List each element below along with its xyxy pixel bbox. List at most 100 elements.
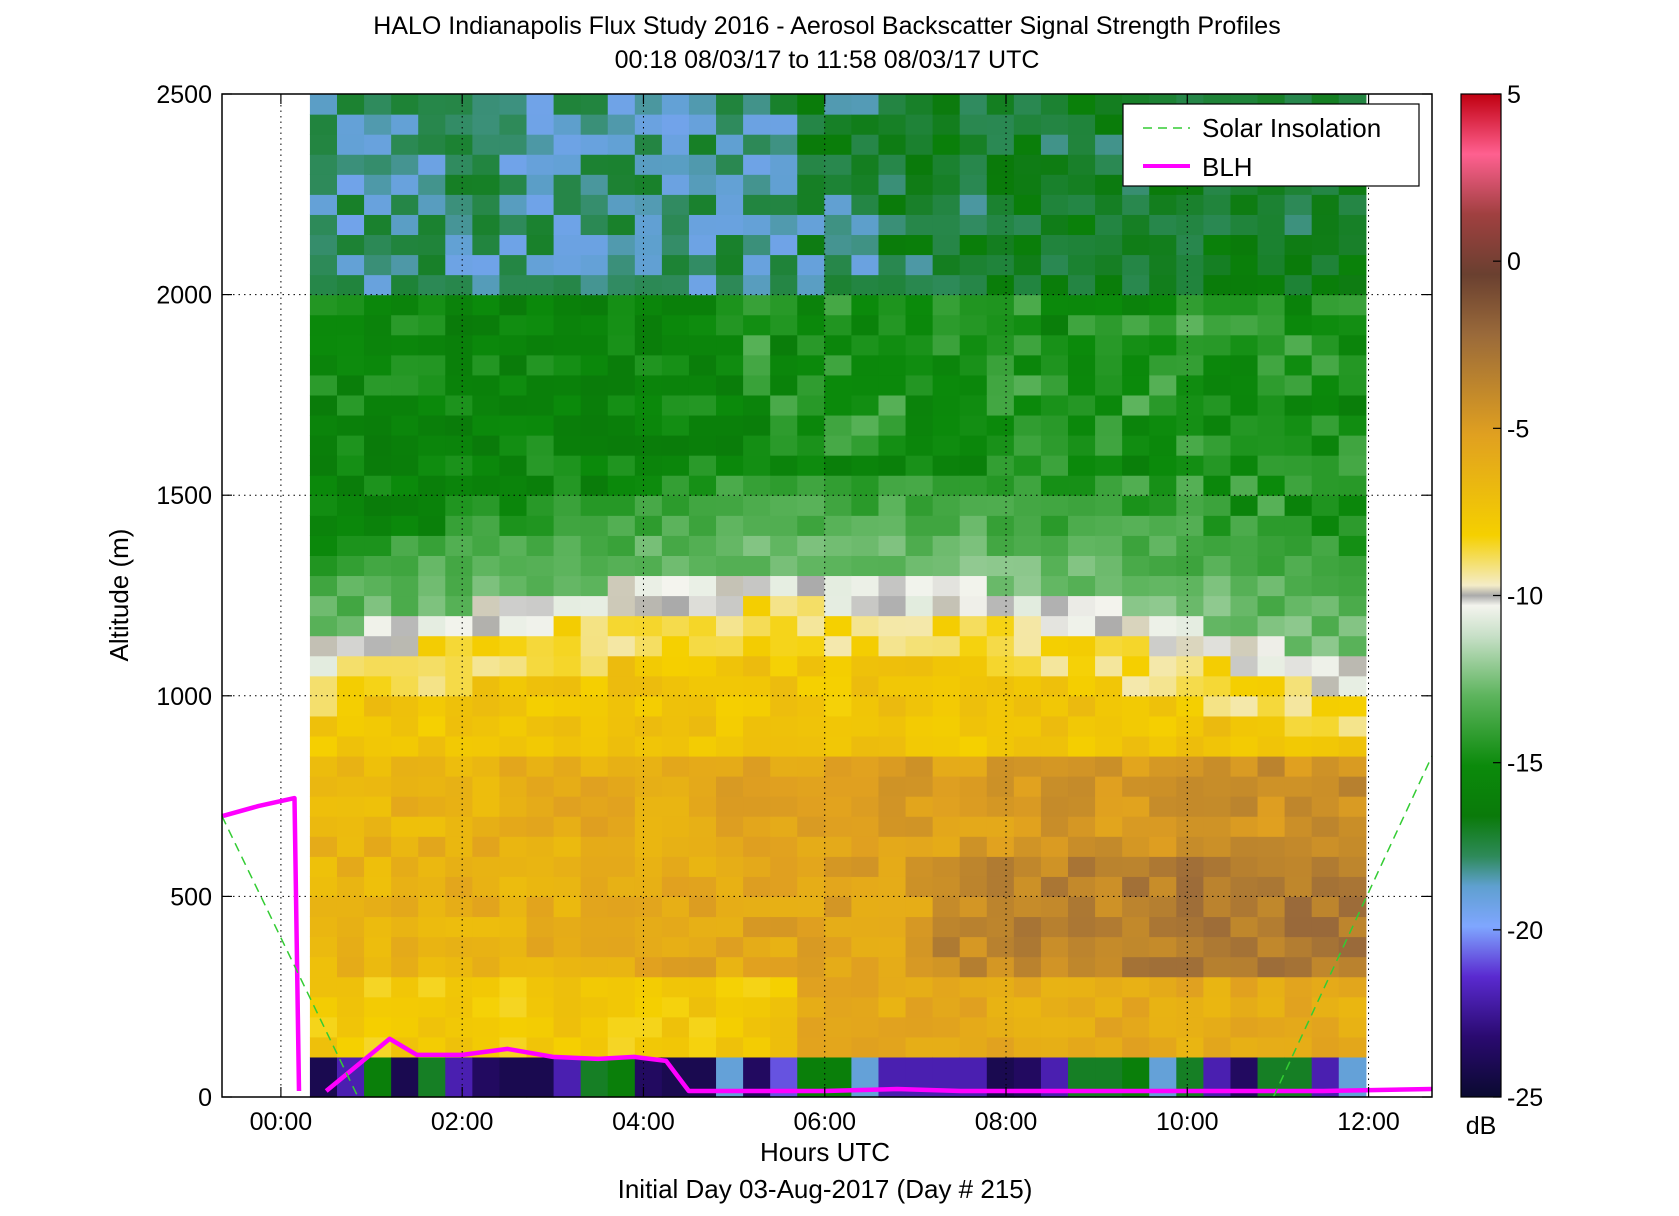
heatmap-cell (1257, 234, 1286, 256)
heatmap-cell (309, 214, 338, 236)
heatmap-cell (499, 876, 528, 897)
heatmap-cell (688, 455, 717, 476)
heatmap-cell (607, 294, 636, 316)
heatmap-cell (526, 214, 555, 236)
heatmap-cell (634, 475, 663, 496)
heatmap-cell (634, 956, 663, 978)
heatmap-cell (391, 495, 419, 516)
heatmap-cell (418, 836, 446, 857)
heatmap-cell (878, 435, 907, 456)
heatmap-cell (580, 856, 609, 877)
heatmap-cell (1095, 715, 1123, 737)
heatmap-cell (905, 695, 934, 717)
heatmap-cell (634, 755, 663, 777)
heatmap-cell (878, 635, 907, 657)
heatmap-cell (716, 715, 744, 737)
heatmap-cell (1284, 334, 1313, 356)
heatmap-cell (959, 134, 988, 155)
heatmap-cell (1257, 856, 1286, 877)
heatmap-cell (770, 615, 798, 637)
heatmap-cell (580, 956, 609, 978)
heatmap-cell (1040, 394, 1069, 416)
heatmap-cell (1176, 515, 1204, 536)
heatmap-cell (1149, 194, 1177, 215)
heatmap-cell (1338, 655, 1367, 677)
heatmap-cell (770, 314, 798, 336)
heatmap-cell (1257, 836, 1286, 857)
heatmap-cell (499, 94, 528, 115)
heatmap-cell (472, 615, 501, 637)
heatmap-cell (1122, 294, 1150, 316)
heatmap-cell (1257, 715, 1286, 737)
heatmap-cell (716, 1036, 744, 1058)
heatmap-cell (1230, 475, 1259, 496)
heatmap-cell (309, 735, 338, 757)
heatmap-cell (1176, 695, 1204, 717)
heatmap-cell (309, 956, 338, 978)
heatmap-cell (1230, 856, 1259, 877)
heatmap-cell (1203, 1036, 1232, 1058)
heatmap-cell (986, 294, 1015, 316)
heatmap-cell (1040, 435, 1069, 456)
heatmap-cell (391, 134, 419, 155)
heatmap-cell (607, 435, 636, 456)
heatmap-cell (1040, 956, 1069, 978)
heatmap-cell (1122, 836, 1150, 857)
heatmap-cell (1040, 836, 1069, 857)
heatmap-cell (932, 214, 961, 236)
heatmap-cell (797, 675, 825, 697)
heatmap-cell (688, 475, 717, 496)
heatmap-cell (607, 1016, 636, 1038)
heatmap-cell (634, 414, 663, 436)
heatmap-cell (688, 675, 717, 697)
heatmap-cell (634, 655, 663, 677)
series-lines (221, 755, 1433, 1098)
heatmap-cell (499, 334, 528, 356)
heatmap-cell (932, 475, 961, 496)
heatmap-cell (607, 755, 636, 777)
heatmap-cell (986, 675, 1015, 697)
heatmap-cell (1122, 254, 1150, 276)
heatmap-cell (580, 755, 609, 777)
heatmap-cell (309, 134, 338, 155)
heatmap-cell (688, 976, 717, 998)
heatmap-cell (986, 174, 1015, 195)
heatmap-cell (1040, 776, 1069, 797)
heatmap-cell (878, 394, 907, 416)
heatmap-cell (1203, 495, 1232, 516)
heatmap-cell (1338, 374, 1367, 396)
heatmap-cell (309, 114, 338, 135)
heatmap-cell (959, 354, 988, 376)
heatmap-cell (553, 836, 582, 857)
heatmap-cell (688, 555, 717, 577)
heatmap-cell (1257, 816, 1286, 837)
heatmap-cell (418, 876, 446, 897)
heatmap-cell (1149, 1016, 1177, 1038)
heatmap-cell (1203, 374, 1232, 396)
heatmap-cell (824, 354, 853, 376)
heatmap-cell (364, 916, 392, 938)
heatmap-cell (391, 956, 419, 978)
heatmap-cell (391, 595, 419, 617)
heatmap-cell (336, 856, 365, 877)
heatmap-cell (309, 836, 338, 857)
heatmap-cell (1122, 414, 1150, 436)
heatmap-cell (499, 836, 528, 857)
heatmap-cell (472, 274, 501, 296)
heatmap-cell (309, 976, 338, 998)
heatmap-cell (824, 174, 853, 195)
heatmap-cell (1013, 194, 1042, 215)
heatmap-cell (1203, 354, 1232, 376)
heatmap-cell (309, 174, 338, 195)
heatmap-cell (716, 776, 744, 797)
heatmap-cell (391, 936, 419, 958)
colorbar-unit-label: dB (1466, 1112, 1497, 1140)
heatmap-cell (472, 455, 501, 476)
heatmap-cell (526, 615, 555, 637)
heatmap-cell (1149, 615, 1177, 637)
heatmap-cell (1230, 816, 1259, 837)
heatmap-cell (770, 575, 798, 597)
heatmap-cell (688, 735, 717, 757)
heatmap-cell (878, 154, 907, 175)
heatmap-cell (1257, 996, 1286, 1018)
